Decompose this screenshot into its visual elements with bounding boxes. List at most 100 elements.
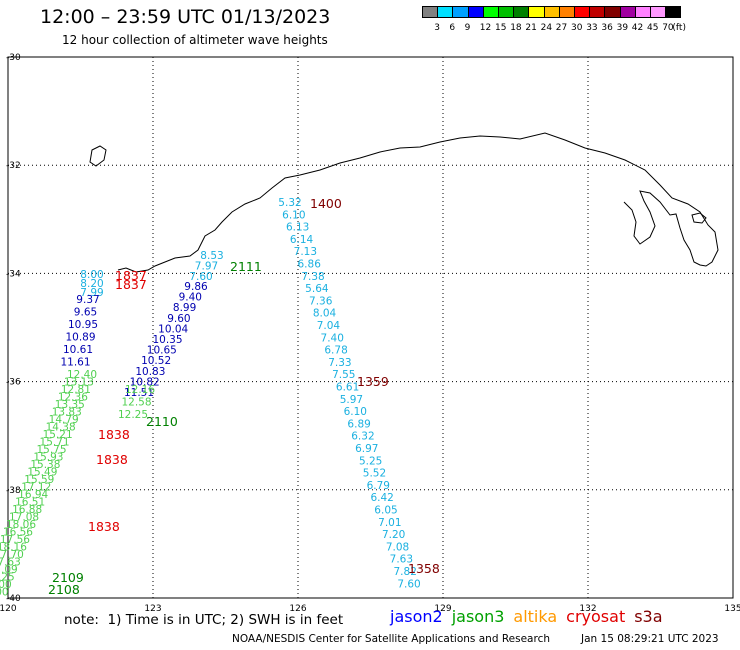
colorbar-label: 24 [540, 23, 553, 33]
swh-value: 7.01 [378, 517, 401, 529]
pass-time-label: 1400 [310, 196, 342, 211]
swh-value: 8.00 [80, 269, 103, 281]
swh-value: 17.09 [0, 564, 18, 576]
swh-value: 6.10 [344, 406, 367, 418]
swh-value: 10.35 [152, 334, 182, 346]
pass-time-label: 1838 [88, 519, 120, 534]
swh-value: 11.61 [60, 357, 90, 369]
map-grid [7, 56, 734, 599]
swh-value: 6.86 [298, 259, 322, 271]
lon-label: 129 [434, 604, 451, 614]
swh-value: 17.63 [0, 557, 21, 569]
colorbar-swatch [665, 6, 682, 18]
swh-value: 8.04 [313, 308, 337, 320]
swh-value: 7.60 [189, 271, 212, 283]
swh-value: 15.38 [30, 459, 60, 471]
lon-label: 126 [289, 604, 306, 614]
colorbar-swatch [589, 6, 606, 18]
pass-time-label: 2110 [146, 414, 178, 429]
swh-value: 6.10 [282, 209, 305, 221]
swh-value: 9.86 [184, 281, 208, 293]
swh-value: 6.79 [367, 480, 390, 492]
swh-value: 7.20 [382, 529, 405, 541]
coastline-south-australia [117, 132, 719, 273]
colorbar-swatch [467, 6, 484, 18]
swh-value: 17.25 [0, 572, 15, 584]
pass-time-label: 2111 [230, 259, 262, 274]
colorbar-label: 42 [631, 23, 644, 33]
satellite-legend-entry: altika [513, 607, 558, 626]
lon-label: 135 [724, 604, 740, 614]
pass-time-label: 1358 [408, 561, 440, 576]
swh-value: 9.40 [179, 292, 202, 304]
swh-value: 7.99 [80, 287, 103, 299]
colorbar-label: 21 [525, 23, 537, 33]
swh-value: 10.89 [65, 332, 95, 344]
colorbar-swatch [513, 6, 530, 18]
lon-label: 123 [144, 604, 161, 614]
swh-value: 5.97 [340, 394, 363, 406]
colorbar-label: 70 [662, 23, 674, 33]
satellite-legend-entry: s3a [634, 607, 663, 626]
lon-label: 120 [0, 604, 17, 614]
swh-value: 8.99 [173, 302, 196, 314]
colorbar-swatch [452, 6, 469, 18]
colorbar-swatch [437, 6, 454, 18]
colorbar-swatch [604, 6, 621, 18]
swh-value: 6.14 [290, 234, 314, 246]
swh-value: 13.83 [52, 407, 82, 419]
swh-value: 10.83 [135, 366, 165, 378]
recherche-islands [89, 145, 107, 167]
swh-value: 12.36 [58, 392, 88, 404]
pass-time-label: 1837 [115, 277, 147, 292]
swh-value: 5.32 [278, 197, 301, 209]
swh-value: 10.61 [63, 344, 93, 356]
swh-value: 10.95 [68, 319, 98, 331]
satellite-legend-entry: jason2 [390, 607, 443, 626]
swh-value: 6.05 [374, 505, 397, 517]
swh-value: 15.93 [33, 452, 63, 464]
swh-value: 7.04 [317, 320, 341, 332]
credit-line: NOAA/NESDIS Center for Satellite Applica… [232, 633, 550, 645]
swh-value: 7.13 [294, 246, 317, 258]
swh-value: 7.60 [397, 578, 420, 590]
swh-value: 17.56 [0, 534, 30, 546]
colorbar-swatch [482, 6, 499, 18]
lat-label: -34 [6, 269, 21, 279]
pass-time-label: 1837 [115, 268, 147, 283]
swh-value: 5.64 [305, 283, 329, 295]
swh-value: 18.06 [6, 519, 36, 531]
swh-value: 9.65 [74, 307, 97, 319]
swh-value: 10.65 [147, 345, 177, 357]
colorbar-swatch [543, 6, 560, 18]
colorbar-swatch [619, 6, 636, 18]
swh-value: 12.16 [125, 384, 155, 396]
satellite-legend-entry: jason3 [451, 607, 505, 626]
swh-value: 11.51 [124, 387, 154, 399]
swh-value: 16.88 [12, 504, 42, 516]
swh-value: 12.58 [121, 397, 151, 409]
swh-value: 5.25 [359, 455, 382, 467]
swh-value: 12.40 [67, 369, 97, 381]
lat-label: -40 [6, 594, 21, 604]
colorbar-swatch [650, 6, 667, 18]
colorbar-unit: (ft) [672, 23, 686, 33]
lat-label: -36 [6, 378, 21, 388]
footnote: note: 1) Time is in UTC; 2) SWH is in fe… [64, 612, 344, 628]
swh-tracks: 5.326.106.136.147.136.867.385.647.368.04… [0, 197, 421, 599]
swh-value: 9.60 [167, 313, 190, 325]
colorbar-label: 30 [571, 23, 583, 33]
colorbar-label: 3 [434, 23, 440, 33]
swh-value: 6.42 [370, 492, 393, 504]
swh-value: 15.59 [24, 474, 54, 486]
swh-value: 15.71 [40, 437, 70, 449]
swh-value: 14.38 [46, 422, 76, 434]
swh-value: 18.16 [0, 542, 27, 554]
map-subtitle: 12 hour collection of altimeter wave hei… [62, 33, 328, 47]
swh-value: 7.36 [309, 295, 333, 307]
lat-label: -30 [6, 53, 21, 63]
colorbar-label: 18 [510, 23, 522, 33]
swh-value: 10.82 [130, 376, 160, 388]
swh-value: 13.13 [64, 377, 94, 389]
